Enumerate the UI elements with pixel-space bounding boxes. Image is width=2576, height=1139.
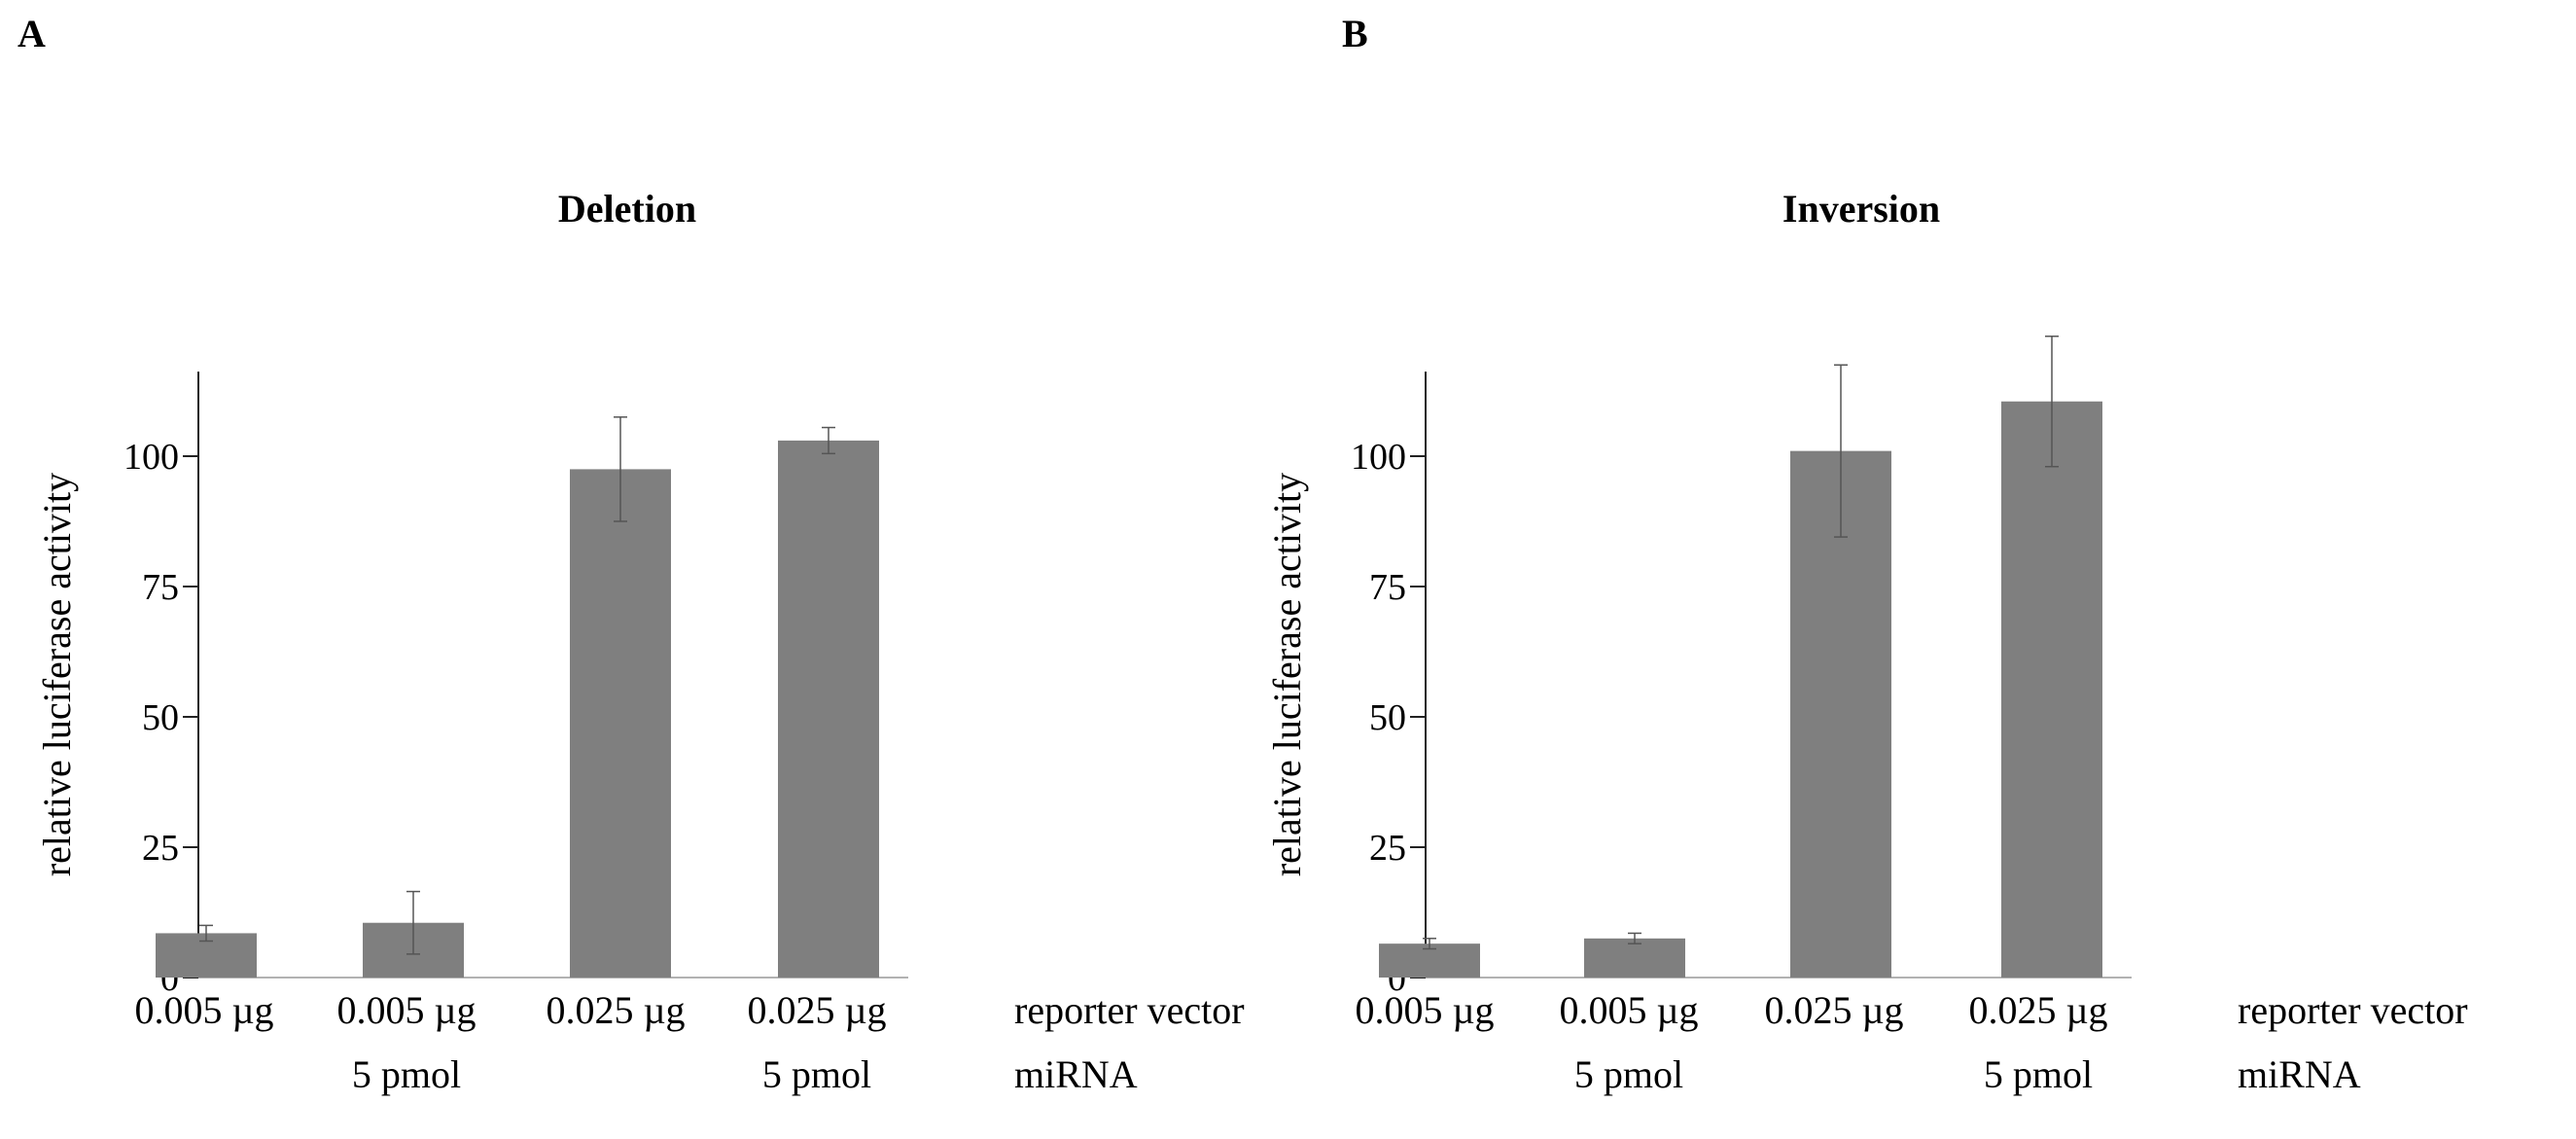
panel-b-bar	[1584, 938, 1685, 978]
panel-b-letter: B	[1342, 12, 1368, 55]
panel-b-bar	[2001, 401, 2102, 979]
panel-b-category-label: 0.025 µg	[1764, 988, 1903, 1032]
panel-b-mirna-label: 5 pmol	[1984, 1052, 2093, 1096]
panel-a-category-label: 0.025 µg	[747, 988, 886, 1032]
panel-b-category-label: 0.025 µg	[1968, 988, 2107, 1032]
panel-a-bar	[570, 469, 671, 978]
panel-b-mirna-label: 5 pmol	[1574, 1052, 1683, 1096]
panel-a-row-label-reporter: reporter vector	[1014, 988, 1245, 1032]
panel-b-row-label-mirna: miRNA	[2238, 1052, 2361, 1096]
panel-b-y-tick-label: 75	[1369, 567, 1406, 608]
panel-a-mirna-label: 5 pmol	[762, 1052, 871, 1096]
panel-b-category-label: 0.005 µg	[1355, 988, 1494, 1032]
panel-b-title: Inversion	[1782, 187, 1940, 231]
panel-b-category-label: 0.005 µg	[1559, 988, 1698, 1032]
panel-b-y-tick-label: 50	[1369, 697, 1406, 738]
panel-a-y-tick-label: 50	[142, 697, 179, 738]
panel-a-title: Deletion	[558, 187, 696, 231]
panel-a-y-axis-label: relative luciferase activity	[35, 473, 79, 876]
panel-a-y-tick-label: 25	[142, 828, 179, 869]
panel-a-y-tick-label: 100	[124, 437, 179, 478]
panel-a-row-label-mirna: miRNA	[1014, 1052, 1138, 1096]
panel-a-category-label: 0.005 µg	[134, 988, 273, 1032]
panel-b-bar	[1790, 450, 1891, 978]
panel-a-y-tick-label: 75	[142, 567, 179, 608]
panel-a-mirna-label: 5 pmol	[352, 1052, 461, 1096]
panel-b-y-tick-label: 25	[1369, 828, 1406, 869]
panel-a-category-label: 0.005 µg	[336, 988, 476, 1032]
panel-b-y-axis-label: relative luciferase activity	[1265, 473, 1309, 876]
panel-a-category-label: 0.025 µg	[546, 988, 685, 1032]
panel-a-letter: A	[18, 12, 46, 55]
panel-b-row-label-reporter: reporter vector	[2238, 988, 2468, 1032]
panel-b-y-tick-label: 100	[1351, 437, 1406, 478]
panel-a-bar	[778, 440, 879, 978]
